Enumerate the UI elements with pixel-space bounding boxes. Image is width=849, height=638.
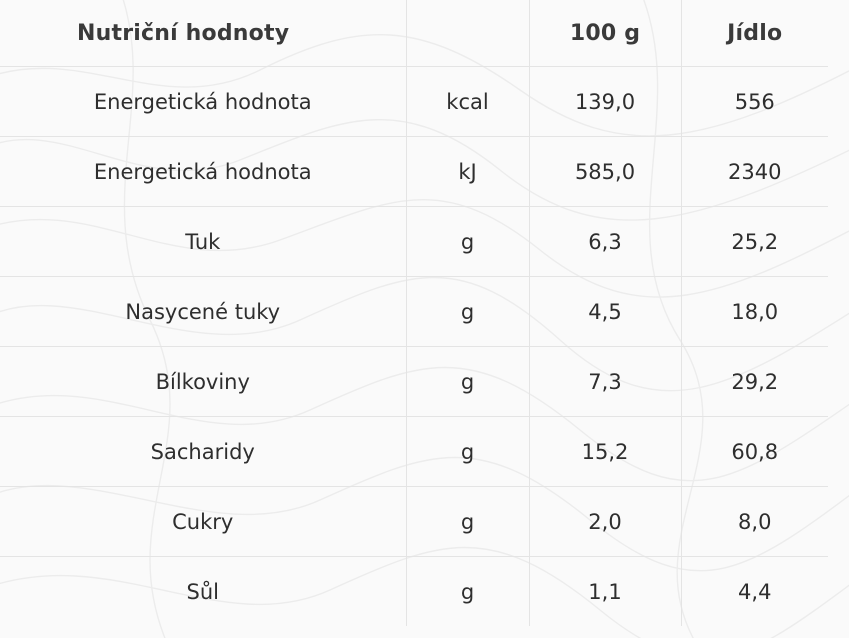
table-row: Sacharidy g 15,2 60,8 [0,416,828,487]
nutrient-name: Energetická hodnota [0,136,406,207]
nutrient-unit: kJ [405,136,529,207]
nutrition-table: Nutriční hodnoty 100 g Jídlo Energetická… [0,0,828,626]
nutrient-unit: g [405,346,529,417]
header-nutrition-values: Nutriční hodnoty [77,20,290,46]
table-row: Cukry g 2,0 8,0 [0,486,828,557]
value-per-100g: 2,0 [528,486,681,557]
header-per-100g: 100 g [528,0,681,67]
nutrient-name: Energetická hodnota [0,66,406,137]
table-row: Energetická hodnota kJ 585,0 2340 [0,136,828,207]
value-per-100g: 585,0 [528,136,681,207]
value-per-100g: 6,3 [528,206,681,277]
table-row: Sůl g 1,1 4,4 [0,556,828,626]
nutrient-name: Nasycené tuky [0,276,406,347]
table-header-row: Nutriční hodnoty 100 g Jídlo [0,0,828,67]
nutrient-unit: kcal [405,66,529,137]
table-row: Bílkoviny g 7,3 29,2 [0,346,828,417]
value-per-100g: 4,5 [528,276,681,347]
table-row: Nasycené tuky g 4,5 18,0 [0,276,828,347]
value-per-100g: 15,2 [528,416,681,487]
value-per-meal: 60,8 [680,416,828,487]
nutrient-unit: g [405,416,529,487]
nutrient-unit: g [405,206,529,277]
value-per-meal: 8,0 [680,486,828,557]
value-per-meal: 556 [680,66,828,137]
nutrient-name: Sůl [0,556,406,626]
value-per-meal: 4,4 [680,556,828,626]
nutrient-name: Tuk [0,206,406,277]
table-row: Tuk g 6,3 25,2 [0,206,828,277]
table-row: Energetická hodnota kcal 139,0 556 [0,66,828,137]
value-per-100g: 1,1 [528,556,681,626]
nutrient-unit: g [405,276,529,347]
header-per-meal: Jídlo [680,0,828,67]
value-per-meal: 2340 [680,136,828,207]
nutrient-unit: g [405,486,529,557]
nutrient-name: Sacharidy [0,416,406,487]
nutrient-name: Cukry [0,486,406,557]
header-unit [405,0,529,67]
value-per-100g: 7,3 [528,346,681,417]
nutrient-unit: g [405,556,529,626]
nutrient-name: Bílkoviny [0,346,406,417]
value-per-meal: 25,2 [680,206,828,277]
value-per-100g: 139,0 [528,66,681,137]
value-per-meal: 29,2 [680,346,828,417]
value-per-meal: 18,0 [680,276,828,347]
